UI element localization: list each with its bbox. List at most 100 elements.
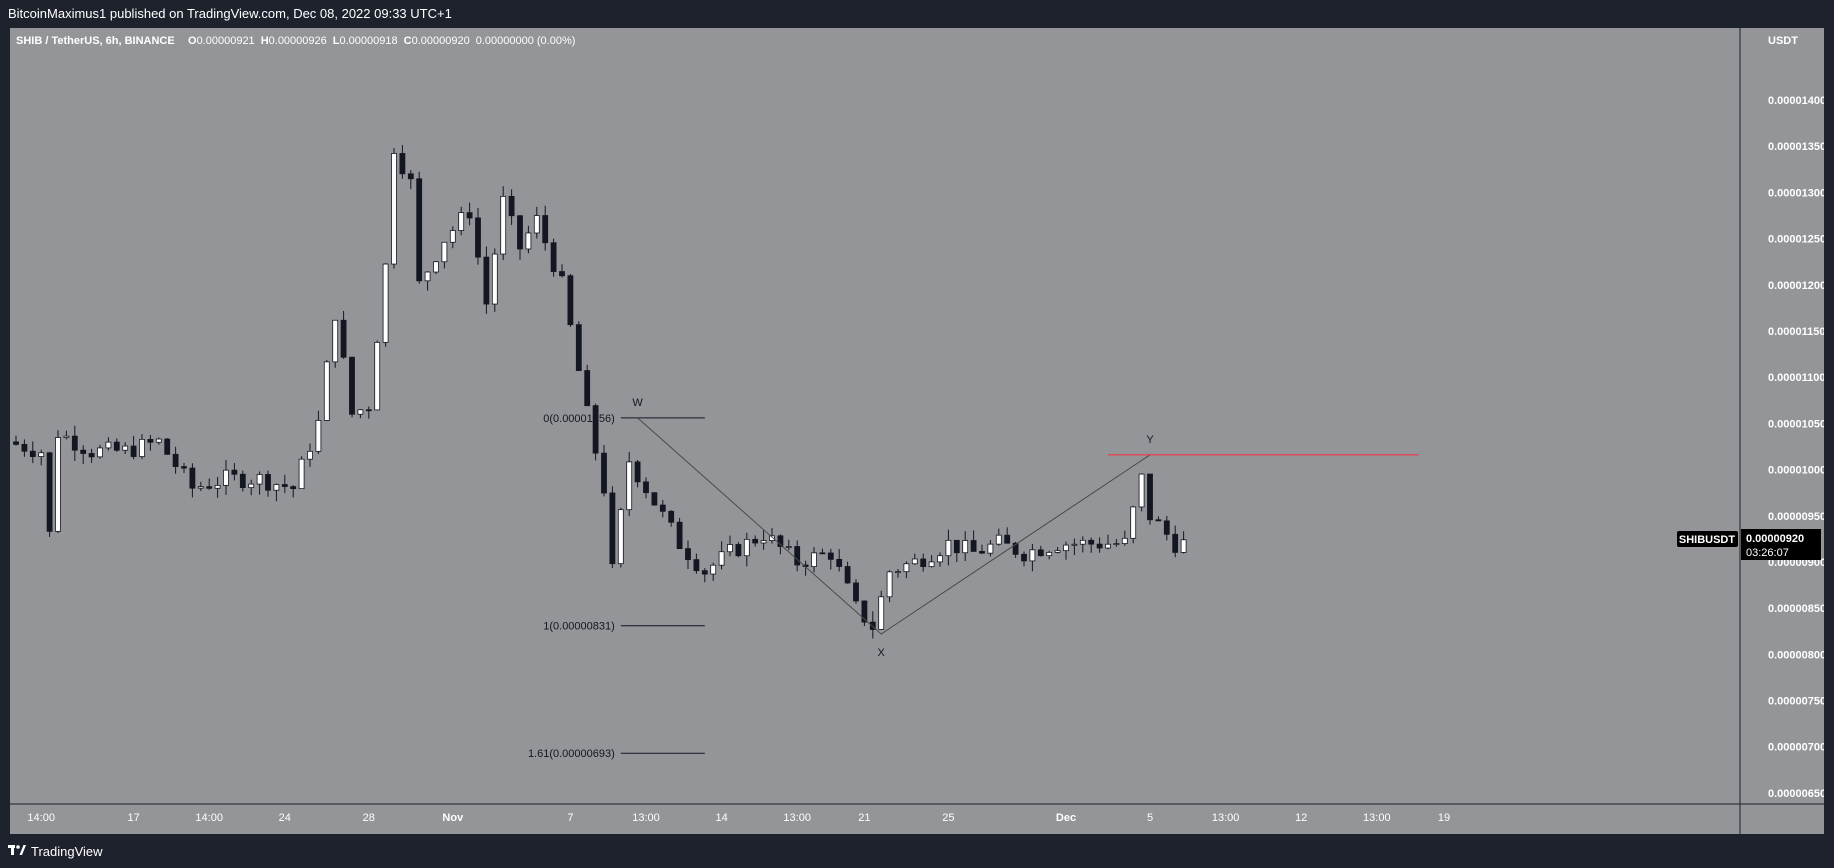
candle-body: [617, 509, 624, 565]
candle-body: [903, 563, 910, 573]
x-tick-label: Dec: [1056, 812, 1076, 824]
legend-symbol: SHIB / TetherUS, 6h, BINANCE: [16, 35, 175, 47]
candle-body: [307, 450, 313, 460]
candle-body: [197, 486, 204, 489]
candle-body: [752, 538, 759, 544]
price-tag-bg: [1741, 529, 1821, 560]
candle-body: [1071, 543, 1078, 546]
candle-body: [1063, 544, 1069, 552]
candle-body: [491, 253, 498, 305]
legend-l-label: L: [333, 35, 340, 47]
candle-body: [265, 474, 271, 491]
candle-body: [466, 212, 473, 219]
candle-body: [584, 370, 591, 407]
y-tick-label: 0.00001200: [1768, 280, 1824, 292]
y-tick-label: 0.00000950: [1768, 511, 1824, 523]
candle-body: [1121, 537, 1128, 544]
candle-body: [995, 534, 1002, 545]
candle-body: [769, 535, 775, 541]
price-axis[interactable]: USDT 0.00001400 0.00001350 0.00001300 0.0000…: [1768, 35, 1824, 800]
candle-body: [1088, 539, 1095, 545]
candle-body: [1147, 473, 1153, 521]
candle-body: [13, 441, 19, 445]
candle-body: [206, 486, 213, 489]
x-tick-label: 5: [1147, 812, 1153, 824]
x-tick-label: 14:00: [27, 812, 55, 824]
y-tick-label: 0.00000750: [1768, 696, 1824, 708]
footer-brand[interactable]: TradingView: [8, 840, 103, 862]
time-axis[interactable]: 14:00 17 14:00 24 28 Nov 7 13:00 14 13:00 21 25 Dec 5…: [27, 812, 1450, 824]
candle-body: [928, 561, 935, 567]
wave-label: X: [878, 647, 886, 659]
candle-body: [1029, 549, 1036, 562]
candle-body: [727, 544, 733, 553]
footer-brand-name: TradingView: [31, 843, 103, 859]
candle-body: [357, 409, 364, 415]
annotations-layer: 0(0.00001056) 1(0.00000831) 1.61(0.0000069…: [528, 397, 1419, 760]
last-price-tag: SHIBUSDT 0.00000920 03:26:07: [1677, 529, 1821, 560]
candle-body: [181, 466, 187, 469]
candle-body: [223, 469, 229, 486]
candle-body: [290, 486, 297, 490]
candle-body: [701, 570, 708, 575]
candle-body: [416, 178, 423, 282]
plot-area[interactable]: [10, 28, 1740, 804]
wxy-path: [637, 417, 1151, 635]
y-tick-label: 0.00001400: [1768, 95, 1824, 107]
candle-body: [609, 492, 616, 565]
candle-body: [164, 438, 171, 455]
x-tick-label: 13:00: [783, 812, 811, 824]
candle-body: [567, 275, 574, 326]
candle-body: [895, 571, 901, 574]
candle-body: [760, 540, 767, 544]
candle-body: [1180, 539, 1187, 553]
candle-body: [626, 461, 633, 511]
y-unit-label: USDT: [1768, 35, 1798, 47]
candle-body: [710, 564, 717, 575]
candle-body: [1130, 506, 1137, 539]
candle-body: [332, 319, 339, 363]
candle-body: [55, 437, 61, 532]
candle-body: [676, 521, 683, 549]
candle-body: [407, 173, 414, 180]
candle-body: [920, 558, 927, 567]
candle-body: [122, 445, 129, 451]
candle-body: [979, 551, 985, 554]
fib-level-label: 1(0.00000831): [543, 621, 615, 633]
chart-frame[interactable]: 0(0.00001056) 1(0.00000831) 1.61(0.0000069…: [10, 28, 1824, 834]
candle-body: [836, 558, 843, 567]
candle-body: [525, 232, 532, 250]
candle-body: [1079, 539, 1086, 545]
candle-body: [592, 405, 599, 454]
legend-ohlc: O0.00000921 H0.00000926 L0.00000918 C0.0000…: [188, 35, 575, 47]
x-tick-label: Nov: [442, 812, 464, 824]
candle-body: [1105, 543, 1111, 549]
legend-o-label: O: [188, 35, 197, 47]
candle-body: [844, 566, 851, 584]
candle-body: [1138, 473, 1145, 508]
candle-body: [878, 596, 885, 630]
legend-h-value: 0.00000926: [269, 35, 327, 47]
candle-body: [827, 552, 834, 560]
candle-body: [1037, 549, 1044, 557]
candle-body: [987, 543, 994, 554]
candle-body: [575, 324, 582, 371]
candle-body: [374, 341, 381, 411]
candle-body: [937, 555, 943, 563]
fib-level-label: 1.61(0.00000693): [528, 748, 615, 760]
candle-body: [811, 552, 817, 568]
x-tick-label: 14: [715, 812, 727, 824]
price-tag-price: 0.00000920: [1746, 533, 1804, 545]
y-tick-label: 0.00001000: [1768, 465, 1824, 477]
candle-body: [634, 461, 641, 483]
candle-body: [685, 548, 691, 561]
candle-body: [315, 420, 322, 452]
candle-body: [785, 546, 792, 548]
candle-body: [130, 445, 137, 457]
candle-body: [911, 558, 918, 565]
candle-body: [483, 256, 490, 305]
candle-body: [1004, 534, 1011, 544]
candlestick-chart[interactable]: 0(0.00001056) 1(0.00000831) 1.61(0.0000069…: [10, 28, 1824, 834]
candle-body: [559, 271, 565, 277]
candle-body: [517, 215, 523, 250]
